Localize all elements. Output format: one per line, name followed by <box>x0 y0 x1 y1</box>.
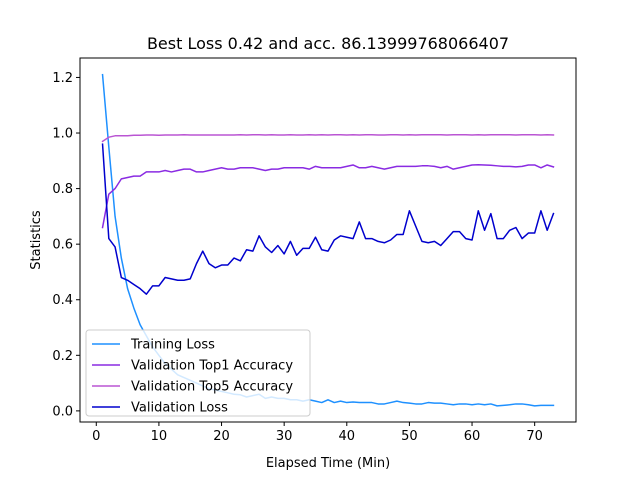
legend-label-0: Training Loss <box>130 338 215 353</box>
series-line-3 <box>101 143 555 295</box>
y-tick-label: 0.4 <box>52 293 73 308</box>
plot-frame <box>79 57 577 423</box>
y-tick-label: 0.8 <box>52 182 73 197</box>
y-tick-label: 0.0 <box>52 404 73 419</box>
x-tick-label: 30 <box>276 429 293 444</box>
x-tick-label: 40 <box>339 429 356 444</box>
legend-label-1: Validation Top1 Accuracy <box>131 359 293 374</box>
y-tick-label: 0.6 <box>52 238 73 253</box>
x-axis-label: Elapsed Time (Min) <box>266 456 390 471</box>
x-tick-label: 0 <box>92 429 100 444</box>
x-tick-label: 50 <box>401 429 418 444</box>
legend-label-3: Validation Loss <box>131 401 228 416</box>
legend-box <box>85 329 311 417</box>
chart-title: Best Loss 0.42 and acc. 86.1399976806640… <box>147 34 509 53</box>
x-tick-label: 20 <box>213 429 230 444</box>
y-tick-label: 0.2 <box>52 349 73 364</box>
x-tick-label: 10 <box>151 429 168 444</box>
y-tick-label: 1.0 <box>52 127 73 142</box>
series-line-1 <box>101 163 555 229</box>
y-axis: 0.0 0.2 0.4 0.6 0.8 1.0 1.2 <box>52 71 80 419</box>
y-axis-label: Statistics <box>29 210 44 270</box>
series-line-2 <box>101 133 555 143</box>
legend: Training Loss Validation Top1 Accuracy Val… <box>85 329 311 417</box>
x-axis: 0 10 20 30 40 50 60 70 <box>92 422 543 444</box>
x-tick-label: 60 <box>464 429 481 444</box>
legend-label-2: Validation Top5 Accuracy <box>131 380 293 395</box>
y-tick-label: 1.2 <box>52 71 73 86</box>
x-tick-label: 70 <box>526 429 543 444</box>
